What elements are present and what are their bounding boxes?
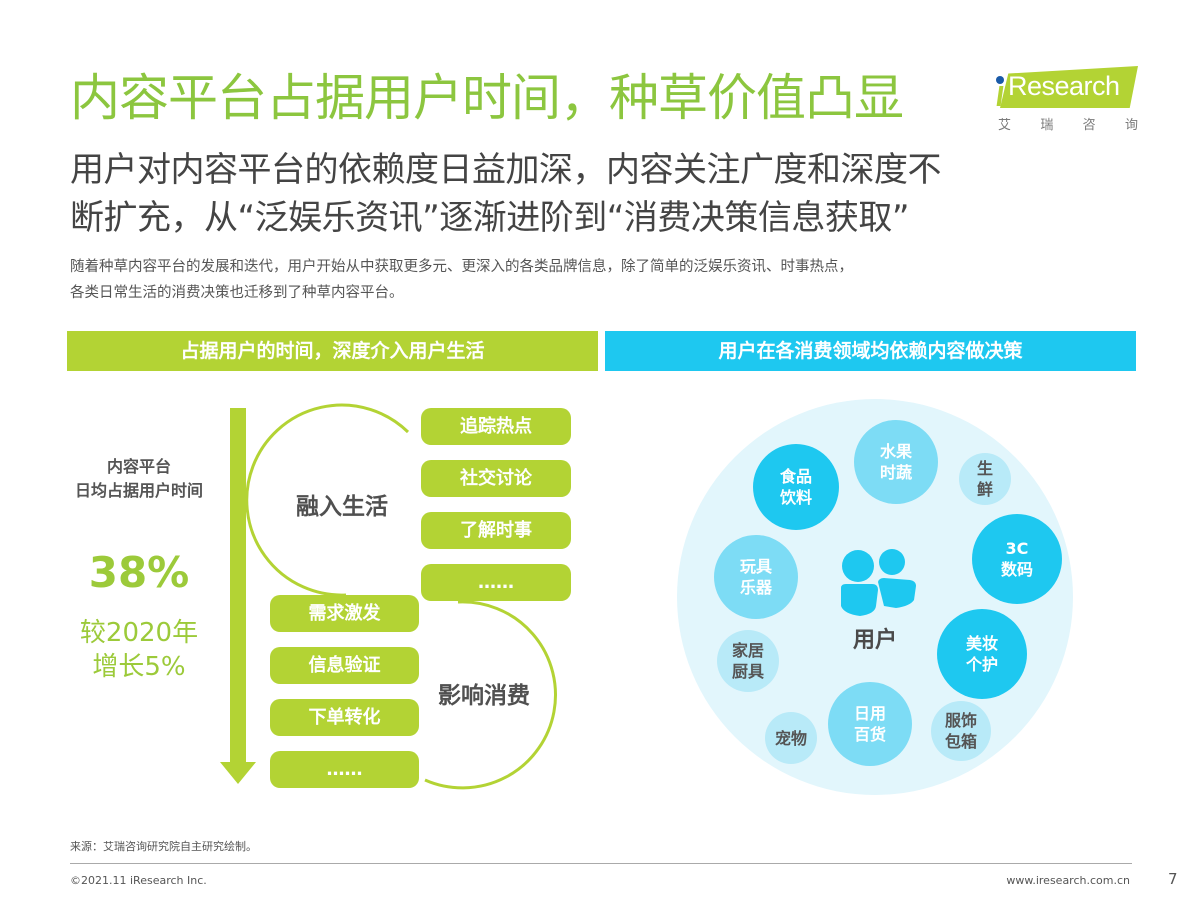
pill-consumption-item: …… xyxy=(270,751,419,788)
bubble-text: 日用 xyxy=(853,704,886,723)
pill-life-item: 了解时事 xyxy=(421,512,571,549)
pill-consumption-item: 下单转化 xyxy=(270,699,419,736)
subtitle-line: 用户对内容平台的依赖度日益加深，内容关注广度和深度不 xyxy=(70,150,942,190)
domain-bubble-home: 家居 厨具 xyxy=(717,630,779,692)
page-number: 7 xyxy=(1168,870,1178,888)
domain-bubble-beauty: 美妆 个护 xyxy=(937,609,1027,699)
bubble-text: 服饰 xyxy=(944,711,977,730)
website-link[interactable]: www.iresearch.com.cn xyxy=(1006,874,1130,887)
metric-label-line: 内容平台 xyxy=(106,457,171,476)
pill-life-item: 追踪热点 xyxy=(421,408,571,445)
users-icon xyxy=(841,549,916,616)
logo-cn-char: 咨 xyxy=(1082,118,1096,133)
consumption-arc xyxy=(424,600,557,790)
bubble-text: 数码 xyxy=(1000,560,1033,579)
logo-cn-text: 艾 瑞 咨 询 xyxy=(998,114,1138,133)
bubble-text: 百货 xyxy=(853,725,886,744)
metric-change: 较2020年 增长5% xyxy=(60,616,218,684)
bubble-text: 家居 xyxy=(731,641,764,660)
right-section-banner: 用户在各消费领域均依赖内容做决策 xyxy=(605,331,1136,371)
bubble-text: 水果 xyxy=(879,442,912,461)
bubble-text: 宠物 xyxy=(774,728,807,748)
iresearch-logo: Research 艾 瑞 咨 询 xyxy=(994,62,1144,137)
pill-life-item: …… xyxy=(421,564,571,601)
bubble-text: 时蔬 xyxy=(879,463,912,482)
bubble-text: 包箱 xyxy=(944,732,977,751)
domain-bubble-daily: 日用 百货 xyxy=(828,682,912,766)
pill-consumption-item: 信息验证 xyxy=(270,647,419,684)
logo-cn-char: 艾 xyxy=(998,118,1012,133)
logo-dot-icon xyxy=(996,76,1004,84)
bubble-text: 3C xyxy=(1005,539,1029,558)
logo-cn-char: 瑞 xyxy=(1040,118,1054,133)
domain-bubble-pets: 宠物 xyxy=(765,712,817,764)
metric-change-line: 增长5% xyxy=(92,652,186,682)
metric-change-line: 较2020年 xyxy=(79,618,199,648)
bubble-text: 饮料 xyxy=(779,488,812,507)
users-center-label: 用户 xyxy=(852,628,897,653)
description-line: 各类日常生活的消费决策也迁移到了种草内容平台。 xyxy=(70,285,404,301)
left-section-banner: 占据用户的时间，深度介入用户生活 xyxy=(67,331,598,371)
description: 随着种草内容平台的发展和迭代，用户开始从中获取更多元、更深入的各类品牌信息，除了… xyxy=(70,254,1160,306)
logo-brand-text: Research xyxy=(1008,71,1120,101)
domain-bubble-fresh: 生鲜 xyxy=(959,453,1011,505)
metric-label-line: 日均占据用户时间 xyxy=(74,481,203,500)
footer-divider xyxy=(70,863,1132,864)
copyright: ©2021.11 iResearch Inc. xyxy=(70,874,207,887)
pill-life-item: 社交讨论 xyxy=(421,460,571,497)
logo-cn-char: 询 xyxy=(1124,118,1138,133)
bubble-text: 美妆 xyxy=(965,634,998,653)
description-line: 随着种草内容平台的发展和迭代，用户开始从中获取更多元、更深入的各类品牌信息，除了… xyxy=(70,259,853,275)
down-arrow-icon xyxy=(220,762,256,784)
domain-bubble-3c: 3C 数码 xyxy=(972,514,1062,604)
metric-label: 内容平台 日均占据用户时间 xyxy=(60,455,218,503)
source-note: 来源：艾瑞咨询研究院自主研究绘制。 xyxy=(70,840,257,853)
pill-consumption-item: 需求激发 xyxy=(270,595,419,632)
page-title: 内容平台占据用户时间，种草价值凸显 xyxy=(70,69,904,127)
group-label-consumption: 影响消费 xyxy=(438,683,530,709)
domain-bubble-apparel: 服饰 包箱 xyxy=(931,701,991,761)
bubble-text: 玩具 xyxy=(739,557,772,576)
group-label-life: 融入生活 xyxy=(296,494,388,520)
bubble-text: 厨具 xyxy=(731,662,764,681)
subtitle: 用户对内容平台的依赖度日益加深，内容关注广度和深度不 断扩充，从“泛娱乐资讯”逐… xyxy=(70,146,1140,242)
domain-bubble-fruit: 水果 时蔬 xyxy=(854,420,938,504)
metric-value: 38% xyxy=(88,548,190,597)
life-arc xyxy=(245,403,410,597)
bubble-text: 生 xyxy=(976,459,993,478)
down-arrow-shaft xyxy=(230,408,246,763)
domain-bubble-toys: 玩具 乐器 xyxy=(714,535,798,619)
bubble-text: 乐器 xyxy=(739,578,772,597)
logo-banner-shape xyxy=(1000,66,1138,108)
bubble-text: 鲜 xyxy=(976,480,993,499)
bubble-text: 食品 xyxy=(779,467,812,486)
subtitle-line: 断扩充，从“泛娱乐资讯”逐渐进阶到“消费决策信息获取” xyxy=(70,198,909,238)
bubble-text: 个护 xyxy=(965,655,998,674)
domain-bubble-food: 食品 饮料 xyxy=(753,444,839,530)
